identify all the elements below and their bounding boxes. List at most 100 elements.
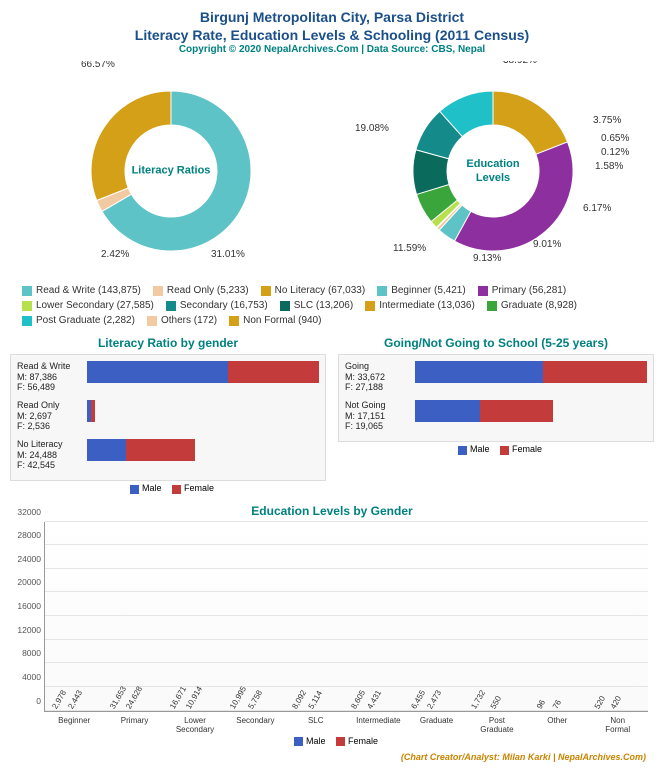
legend-label: No Literacy (67,033) [275, 285, 366, 296]
vbar-value: 5,114 [306, 689, 324, 711]
legend-label: Read & Write (143,875) [36, 285, 141, 296]
hbar-track [415, 400, 647, 422]
hbar-label: Read & WriteM: 87,386F: 56,489 [17, 361, 87, 392]
female-label: Female [512, 444, 542, 454]
hbar-label: Read OnlyM: 2,697F: 2,536 [17, 400, 87, 431]
hbar-female [228, 361, 319, 383]
schooling-gender-legend: Male Female [338, 444, 654, 454]
donut-pct-label: 66.57% [81, 61, 115, 70]
legend-item: SLC (13,206) [280, 300, 353, 311]
literacy-by-gender-bars: Read & WriteM: 87,386F: 56,489 Read OnlyM… [10, 354, 326, 481]
male-label: Male [470, 444, 490, 454]
female-swatch [172, 485, 181, 494]
vbar-value: 2,473 [426, 688, 445, 710]
x-tick-label: Intermediate [356, 716, 396, 734]
schooling-bars: GoingM: 33,672F: 27,188 Not GoingM: 17,15… [338, 354, 654, 442]
donut-slice [91, 91, 171, 200]
vbar-value: 96 [535, 698, 548, 711]
female-swatch [336, 737, 345, 746]
x-tick-label: Post Graduate [477, 716, 517, 734]
x-tick-label: Graduate [417, 716, 457, 734]
hbar-male [87, 439, 126, 461]
hbar-row: Not GoingM: 17,151F: 19,065 [345, 400, 647, 431]
vbar-value: 2,978 [50, 688, 69, 710]
y-tick-label: 32000 [17, 507, 45, 517]
legend-swatch [478, 286, 488, 296]
title-line-2: Literacy Rate, Education Levels & School… [10, 26, 654, 44]
legend-swatch [22, 316, 32, 326]
vbars-inner: 2,9782,44331,65324,62816,67110,91410,995… [45, 522, 648, 711]
middle-charts-row: Literacy Ratio by gender Read & WriteM: … [10, 336, 654, 493]
legend-swatch [487, 301, 497, 311]
legend-label: Graduate (8,928) [501, 300, 577, 311]
donut-pct-label: 1.58% [595, 161, 623, 172]
legend-swatch [280, 301, 290, 311]
vbar-value: 420 [609, 694, 624, 711]
donut-pct-label: 0.65% [601, 133, 629, 144]
legend-label: Lower Secondary (27,585) [36, 300, 154, 311]
vbar-value: 2,443 [66, 688, 85, 710]
donut-pct-label: 11.59% [393, 243, 426, 254]
hbar-male [415, 361, 543, 383]
legend-swatch [229, 316, 239, 326]
literacy-donut-center-label: Literacy Ratios [131, 165, 211, 178]
hbar-label: No LiteracyM: 24,488F: 42,545 [17, 439, 87, 470]
donut-pct-label: 3.75% [593, 115, 621, 126]
legend-label: Non Formal (940) [243, 315, 321, 326]
donut-charts-row: 66.57%2.42%31.01% Literacy Ratios 19.08%… [10, 61, 654, 281]
edu-by-gender-legend: Male Female [10, 736, 654, 746]
donut-pct-label: 9.13% [473, 253, 501, 264]
male-label: Male [306, 736, 326, 746]
edu-by-gender-chart: 0400080001200016000200002400028000320002… [44, 522, 648, 712]
hbar-row: GoingM: 33,672F: 27,188 [345, 361, 647, 392]
legend-item: Secondary (16,753) [166, 300, 268, 311]
hbar-female [91, 400, 95, 422]
chart-attribution: (Chart Creator/Analyst: Milan Karki | Ne… [10, 752, 646, 762]
legend-item: Graduate (8,928) [487, 300, 577, 311]
donut-pct-label: 0.12% [601, 147, 629, 158]
legend-item: Others (172) [147, 315, 217, 326]
edu-by-gender-title: Education Levels by Gender [10, 504, 654, 518]
donut-pct-label: 6.17% [583, 203, 611, 214]
edu-by-gender-xlabels: BeginnerPrimaryLower SecondarySecondaryS… [44, 716, 648, 734]
x-tick-label: Lower Secondary [175, 716, 215, 734]
y-tick-label: 0 [36, 696, 45, 706]
legend-swatch [147, 316, 157, 326]
title-line-1: Birgunj Metropolitan City, Parsa Distric… [10, 8, 654, 26]
hbar-male [87, 361, 228, 383]
legend-item: Primary (56,281) [478, 285, 566, 296]
donut-pct-label: 19.08% [355, 123, 389, 134]
legend-item: Intermediate (13,036) [365, 300, 475, 311]
legend-item: Read Only (5,233) [153, 285, 249, 296]
hbar-track [87, 361, 319, 383]
hbar-male [415, 400, 480, 422]
hbar-row: Read & WriteM: 87,386F: 56,489 [17, 361, 319, 392]
hbar-label: GoingM: 33,672F: 27,188 [345, 361, 415, 392]
education-donut-center-label: Education Levels [453, 158, 533, 184]
vbar-value: 10,995 [228, 684, 249, 710]
vbar-value: 76 [551, 698, 564, 711]
x-tick-label: Other [537, 716, 577, 734]
legend-label: Others (172) [161, 315, 217, 326]
y-tick-label: 12000 [17, 625, 45, 635]
literacy-by-gender-chart: Literacy Ratio by gender Read & WriteM: … [10, 336, 326, 493]
donut-pct-label: 2.42% [101, 249, 129, 260]
legend-item: Lower Secondary (27,585) [22, 300, 154, 311]
literacy-by-gender-title: Literacy Ratio by gender [10, 336, 326, 350]
donut-pct-label: 38.92% [503, 61, 537, 66]
male-swatch [130, 485, 139, 494]
male-swatch [458, 446, 467, 455]
y-tick-label: 20000 [17, 577, 45, 587]
y-tick-label: 4000 [22, 672, 45, 682]
vbar-value: 1,732 [469, 688, 488, 710]
vbar-value: 4,431 [366, 688, 385, 710]
vbar-value: 6,455 [410, 688, 429, 710]
x-tick-label: Primary [115, 716, 155, 734]
legend-swatch [377, 286, 387, 296]
vbar-value: 8,092 [290, 688, 309, 710]
literacy-donut-wrap: 66.57%2.42%31.01% Literacy Ratios [31, 61, 311, 281]
copyright-line: Copyright © 2020 NepalArchives.Com | Dat… [10, 44, 654, 55]
hbar-female [480, 400, 553, 422]
legend-item: Non Formal (940) [229, 315, 321, 326]
legend-swatch [153, 286, 163, 296]
